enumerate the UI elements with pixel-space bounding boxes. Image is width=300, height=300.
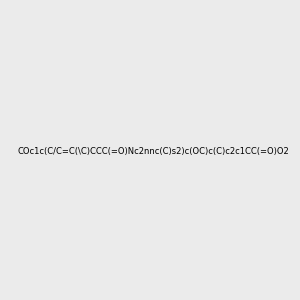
Text: COc1c(C/C=C(\C)CCC(=O)Nc2nnc(C)s2)c(OC)c(C)c2c1CC(=O)O2: COc1c(C/C=C(\C)CCC(=O)Nc2nnc(C)s2)c(OC)c… bbox=[18, 147, 290, 156]
